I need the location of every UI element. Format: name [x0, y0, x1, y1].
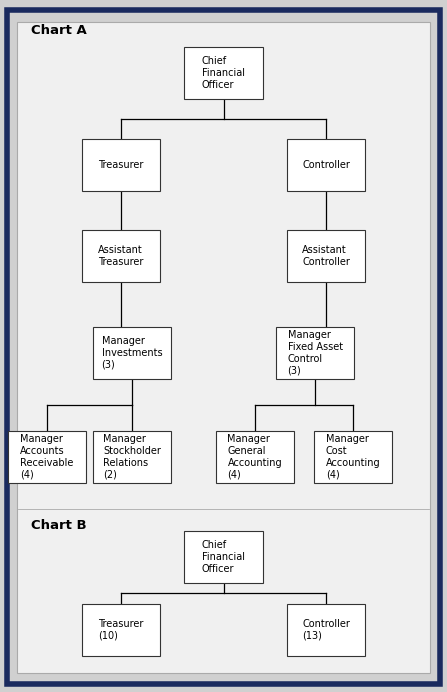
Text: Manager
General
Accounting
(4): Manager General Accounting (4): [228, 434, 282, 480]
FancyBboxPatch shape: [215, 430, 294, 483]
FancyBboxPatch shape: [314, 430, 392, 483]
FancyBboxPatch shape: [8, 430, 86, 483]
FancyBboxPatch shape: [184, 47, 262, 99]
Text: Controller
(13): Controller (13): [302, 619, 350, 641]
Text: Chief
Financial
Officer: Chief Financial Officer: [202, 540, 245, 574]
FancyBboxPatch shape: [82, 230, 160, 282]
FancyBboxPatch shape: [287, 138, 365, 190]
Text: Chief
Financial
Officer: Chief Financial Officer: [202, 55, 245, 90]
FancyBboxPatch shape: [7, 10, 440, 684]
Text: Manager
Investments
(3): Manager Investments (3): [101, 336, 162, 370]
FancyBboxPatch shape: [184, 531, 262, 583]
FancyBboxPatch shape: [276, 327, 354, 379]
Text: Manager
Fixed Asset
Control
(3): Manager Fixed Asset Control (3): [287, 330, 343, 376]
Text: Manager
Stockholder
Relations
(2): Manager Stockholder Relations (2): [103, 434, 161, 480]
FancyBboxPatch shape: [17, 22, 430, 673]
Text: Controller: Controller: [302, 160, 350, 170]
Text: Assistant
Treasurer: Assistant Treasurer: [98, 245, 143, 267]
Text: Manager
Accounts
Receivable
(4): Manager Accounts Receivable (4): [20, 434, 74, 480]
Text: Chart B: Chart B: [31, 519, 87, 532]
FancyBboxPatch shape: [93, 327, 171, 379]
Text: Chart A: Chart A: [31, 24, 87, 37]
FancyBboxPatch shape: [287, 603, 365, 656]
FancyBboxPatch shape: [93, 430, 171, 483]
FancyBboxPatch shape: [82, 603, 160, 656]
FancyBboxPatch shape: [287, 230, 365, 282]
Text: Treasurer: Treasurer: [98, 160, 143, 170]
FancyBboxPatch shape: [82, 138, 160, 190]
Text: Treasurer
(10): Treasurer (10): [98, 619, 143, 641]
Text: Manager
Cost
Accounting
(4): Manager Cost Accounting (4): [326, 434, 380, 480]
Text: Assistant
Controller: Assistant Controller: [302, 245, 350, 267]
